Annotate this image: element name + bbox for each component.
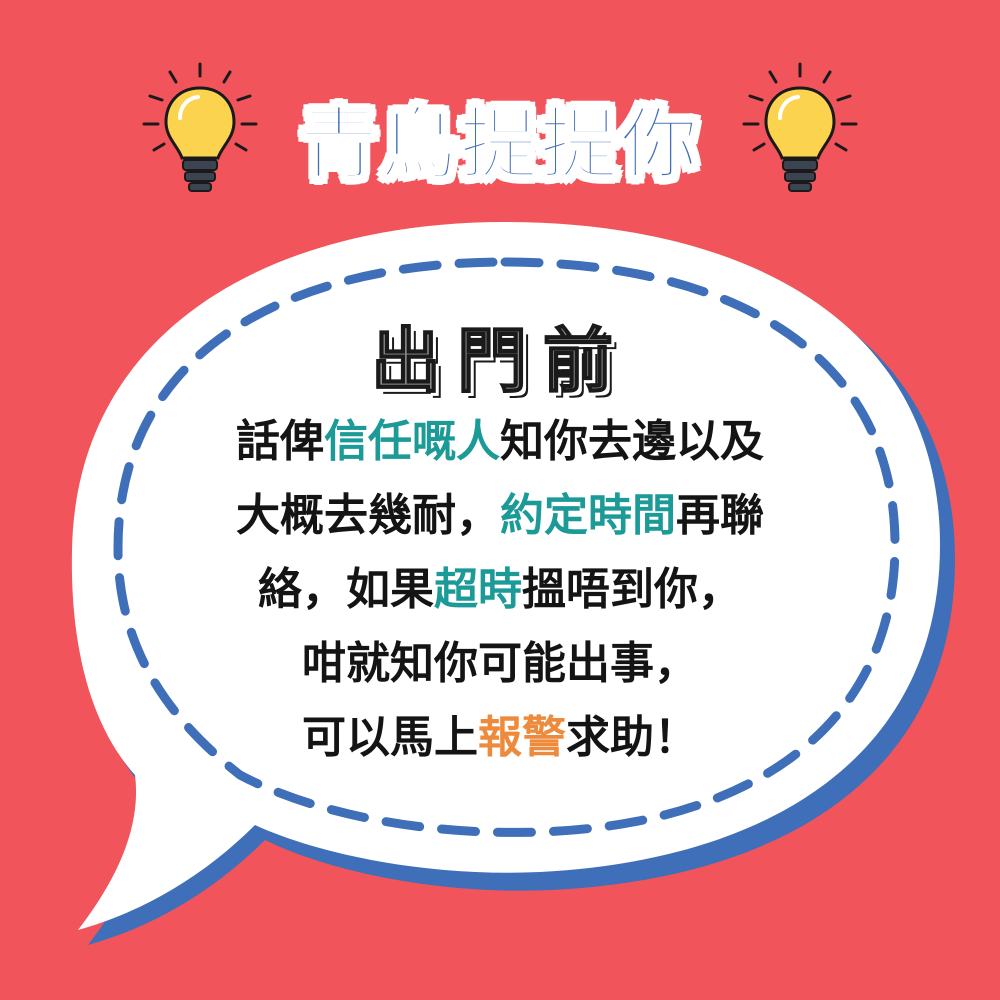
message-text-segment: 話俾	[236, 416, 324, 467]
message-text-segment: 可以馬上	[302, 712, 478, 763]
highlight-text: 信任嘅人	[324, 416, 500, 467]
message-text-segment: 絡，如果	[258, 564, 434, 615]
lightbulb-icon	[142, 62, 258, 192]
message-text-segment: 求助！	[566, 712, 698, 763]
message-text: 話俾信任嘅人知你去邊以及 大概去幾耐，約定時間再聯 絡，如果超時搵唔到你， 咁就…	[180, 405, 820, 775]
page-title: 青鳥提提你	[299, 99, 700, 191]
message-line: 絡，如果超時搵唔到你，	[180, 553, 820, 627]
highlight-text: 約定時間	[500, 490, 676, 541]
message-line: 可以馬上報警求助！	[180, 701, 820, 775]
message-line: 大概去幾耐，約定時間再聯	[180, 479, 820, 553]
message-line: 話俾信任嘅人知你去邊以及	[180, 405, 820, 479]
message-text-segment: 再聯	[676, 490, 764, 541]
message-text-segment: 知你去邊以及	[500, 416, 764, 467]
section-heading: 出門前	[370, 319, 629, 403]
highlight-text: 報警	[478, 712, 566, 763]
message-text-segment: 搵唔到你，	[522, 564, 742, 615]
speech-bubble-body	[71, 222, 941, 930]
message-text-segment: 咁就知你可能出事，	[302, 638, 698, 689]
message-text-segment: 大概去幾耐，	[236, 490, 500, 541]
highlight-text: 超時	[434, 564, 522, 615]
speech-bubble-dashed-border	[113, 257, 900, 837]
message-line: 咁就知你可能出事，	[180, 627, 820, 701]
lightbulb-icon	[742, 62, 858, 192]
